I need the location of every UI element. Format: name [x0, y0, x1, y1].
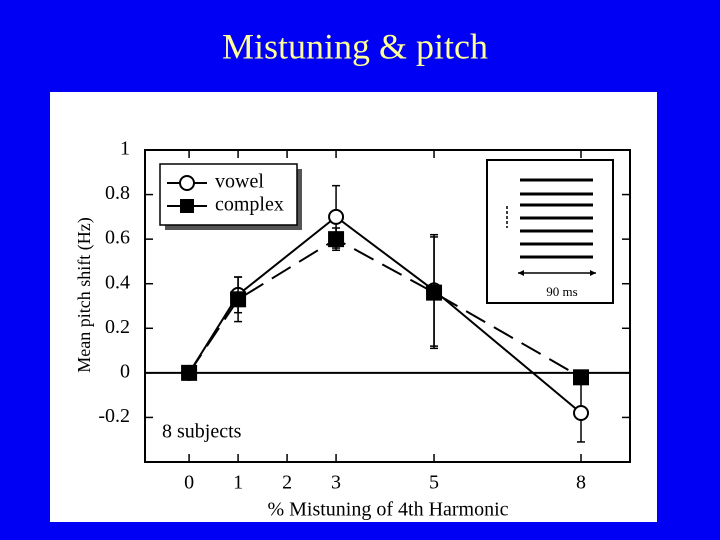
data-point [426, 284, 443, 301]
inset-frame [486, 159, 614, 304]
data-point [328, 231, 345, 248]
y-tick-label: 0.4 [105, 271, 130, 293]
y-tick-label: 0.6 [105, 227, 130, 249]
data-point [230, 291, 247, 308]
y-axis-label: Mean pitch shift (Hz) [74, 217, 95, 372]
y-tick-label: 0.2 [105, 316, 130, 338]
panel [50, 92, 657, 522]
y-tick-label: 0.8 [105, 182, 130, 204]
y-tick-label: -0.2 [98, 405, 130, 427]
inset: 90 ms [486, 159, 614, 304]
plot-frame [144, 149, 631, 463]
annotation: 90 ms [546, 284, 577, 299]
x-tick-label: 2 [282, 472, 292, 494]
data-point [328, 208, 345, 225]
legend [159, 163, 298, 226]
x-tick-label: 3 [331, 472, 341, 494]
x-tick-label: 5 [429, 472, 439, 494]
y-tick-label: 1 [120, 138, 130, 160]
data-point [181, 364, 198, 381]
x-tick-label: 8 [576, 472, 586, 494]
data-point [573, 369, 590, 386]
chart-title: Mistuning & pitch [222, 26, 488, 66]
x-axis-label: % Mistuning of 4th Harmonic [267, 499, 508, 521]
legend-marker [179, 175, 195, 191]
x-tick-label: 1 [233, 472, 243, 494]
annotation: 8 subjects [162, 421, 242, 443]
x-tick-label: 0 [184, 472, 194, 494]
data-point [573, 404, 590, 421]
legend-label: complex [215, 194, 284, 216]
y-tick-label: 0 [120, 360, 130, 382]
legend-marker [180, 199, 194, 213]
legend-label: vowel [215, 171, 264, 193]
